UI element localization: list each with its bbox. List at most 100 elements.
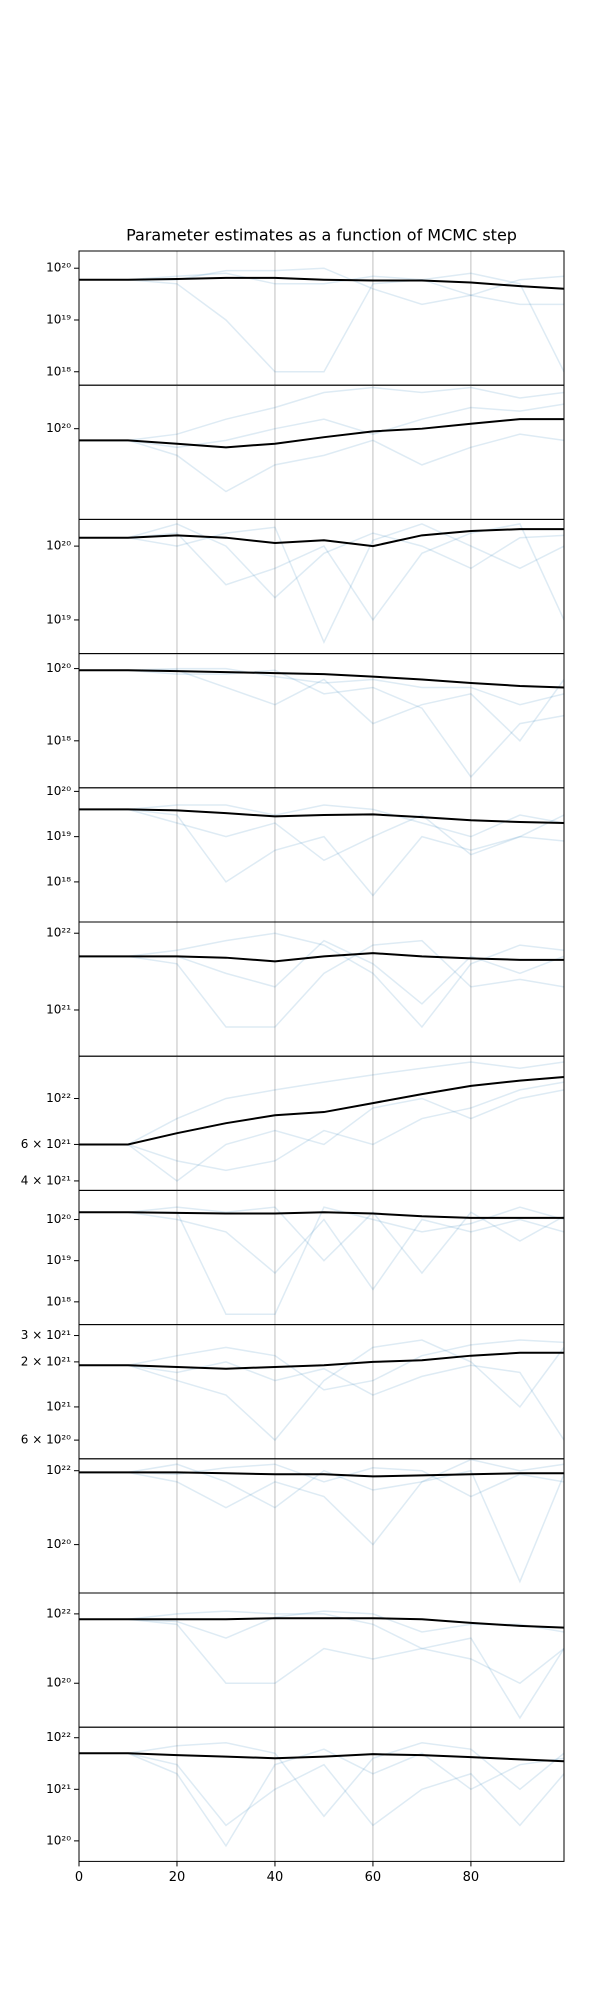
mean-line	[79, 1617, 564, 1629]
y-tick-label: 10¹⁸	[46, 364, 71, 378]
walker-line	[79, 1610, 564, 1720]
y-tick-label: 10²⁰	[46, 261, 71, 275]
y-tick-label: 10²⁰	[46, 1833, 71, 1847]
walker-line	[79, 1752, 564, 1827]
y-tick-label: 10¹⁹	[46, 1253, 71, 1267]
mean-line	[79, 1075, 564, 1146]
walker-line	[79, 1748, 564, 1848]
axes-frame	[78, 1726, 565, 1862]
mean-line	[79, 952, 564, 963]
y-tick-label: 6 × 10²⁰	[21, 1433, 71, 1447]
mean-line	[79, 276, 564, 290]
walker-line	[79, 272, 564, 373]
axes-frame	[78, 1324, 565, 1460]
walker-line	[79, 523, 564, 622]
mean-line	[79, 1752, 564, 1763]
lines	[79, 1061, 564, 1182]
walker-line	[79, 1081, 564, 1172]
y-tick-label: 10²⁰	[46, 539, 71, 553]
axes-frame	[78, 1458, 565, 1594]
mean-line	[79, 1351, 564, 1370]
axes-frame	[78, 1055, 565, 1191]
walker-line	[79, 403, 564, 449]
y-tick-label: 10²²	[46, 1606, 71, 1620]
walker-line	[79, 1741, 564, 1818]
y-tick-label: 10²⁰	[46, 784, 71, 798]
lines	[79, 1206, 564, 1315]
walker-line	[79, 804, 564, 838]
x-tick-label: 80	[463, 1870, 480, 1885]
x-tick-label: 0	[75, 1870, 83, 1885]
y-tick-label: 10²⁰	[46, 1537, 71, 1551]
mean-line	[79, 1471, 564, 1478]
y-tick-label: 10²⁰	[46, 1212, 71, 1226]
walker-line	[79, 433, 564, 493]
y-tick-label: 10²²	[46, 1463, 71, 1477]
walker-line	[79, 1361, 564, 1441]
walker-line	[79, 1339, 564, 1391]
subplot: 10¹⁸ 10¹⁹ 10²⁰	[46, 1189, 565, 1326]
lines	[79, 932, 564, 1029]
subplot: 10¹⁹ 10²⁰	[46, 518, 565, 655]
y-tick-label: 10²⁰	[46, 421, 71, 435]
y-tick-label: 10²⁰	[46, 1676, 71, 1690]
subplot: 0 20 40 60 80 10²⁰ 10²¹ 10²²	[46, 1726, 565, 1885]
walker-line	[79, 667, 564, 706]
lines	[79, 804, 564, 897]
mean-line	[79, 808, 564, 825]
y-tick-label: 6 × 10²¹	[21, 1137, 71, 1151]
subplot: 10²⁰	[46, 384, 565, 520]
y-tick-label: 10²²	[46, 1730, 71, 1744]
walker-line	[79, 1206, 564, 1275]
y-tick-label: 10²²	[46, 1091, 71, 1105]
walker-line	[79, 386, 564, 442]
subplot: Parameter estimates as a function of MCM…	[46, 226, 565, 386]
lines	[79, 1610, 564, 1720]
y-tick-label: 4 × 10²¹	[21, 1173, 71, 1187]
subplot: 10¹⁸ 10²⁰	[46, 653, 565, 789]
walker-line	[79, 1061, 564, 1146]
subplot: 10²⁰ 10²²	[46, 1592, 565, 1728]
lines	[79, 267, 564, 373]
subplot: 4 × 10²¹ 6 × 10²¹ 10²²	[21, 1055, 565, 1191]
walker-line	[79, 808, 564, 862]
subplot: 10²⁰ 10²²	[46, 1458, 565, 1594]
lines	[79, 523, 564, 644]
lines	[79, 1741, 564, 1848]
y-tick-label: 10²¹	[46, 1002, 71, 1016]
axes-frame	[78, 250, 565, 386]
walker-line	[79, 523, 564, 644]
y-tick-label: 10¹⁹	[46, 612, 71, 626]
walker-line	[79, 669, 564, 742]
lines	[79, 667, 564, 779]
walker-line	[79, 523, 564, 599]
subplot: 6 × 10²⁰ 10²¹ 2 × 10²¹ 3 × 10²¹	[21, 1324, 565, 1460]
walker-line	[79, 939, 564, 1028]
mean-line	[79, 528, 564, 548]
walker-line	[79, 932, 564, 1029]
x-tick-label: 20	[169, 1870, 186, 1885]
chart-title: Parameter estimates as a function of MCM…	[126, 226, 517, 245]
y-tick-label: 2 × 10²¹	[21, 1354, 71, 1368]
walker-line	[79, 939, 564, 1005]
y-tick-label: 10²⁰	[46, 661, 71, 675]
walker-line	[79, 1211, 564, 1291]
walker-line	[79, 808, 564, 897]
y-tick-label: 10²¹	[46, 1399, 71, 1413]
lines	[79, 1458, 564, 1584]
y-tick-label: 10²¹	[46, 1782, 71, 1796]
y-tick-label: 10¹⁸	[46, 1294, 71, 1308]
mean-line	[79, 418, 564, 449]
mean-line	[79, 1211, 564, 1219]
walker-line	[79, 1339, 564, 1442]
x-tick-label: 60	[365, 1870, 382, 1885]
walker-line	[79, 1089, 564, 1182]
walker-line	[79, 669, 564, 779]
y-tick-label: 10¹⁹	[46, 829, 71, 843]
lines	[79, 1339, 564, 1442]
subplot: 10¹⁸ 10¹⁹ 10²⁰	[46, 784, 565, 923]
y-tick-label: 3 × 10²¹	[21, 1328, 71, 1342]
lines	[79, 386, 564, 493]
